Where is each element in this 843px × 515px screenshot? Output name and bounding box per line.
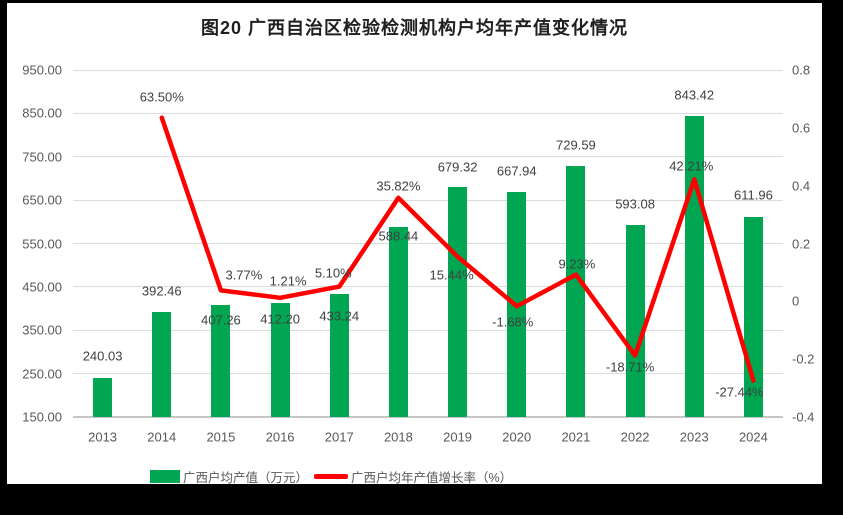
growth-rate-label: 63.50% — [139, 89, 184, 105]
growth-rate-label: 15.44% — [429, 267, 474, 283]
y-tick-label-left: 950.00 — [22, 62, 62, 78]
gridline — [73, 69, 783, 71]
growth-rate-label: -27.44% — [715, 384, 764, 400]
x-tick-label: 2019 — [443, 429, 473, 445]
growth-rate-label: 9.23% — [558, 256, 596, 272]
legend-bar-swatch-icon — [150, 469, 180, 483]
y-tick-label-right: -0.2 — [792, 351, 815, 367]
legend-label: 广西户均产值（万元） — [183, 470, 309, 485]
page-edge-bottom — [0, 484, 843, 515]
y-tick-label-left: 550.00 — [22, 236, 62, 251]
x-tick-label: 2024 — [738, 429, 768, 445]
legend-line-swatch-icon — [314, 473, 349, 479]
y-tick-label-left: 850.00 — [22, 105, 62, 121]
y-tick-label-right: 0.8 — [792, 62, 811, 78]
bar-2016 — [270, 303, 290, 417]
y-tick-label-left: 250.00 — [22, 366, 62, 382]
bar-2013 — [93, 377, 113, 417]
x-tick-label: 2022 — [620, 429, 650, 445]
growth-rate-label: -18.71% — [605, 359, 655, 375]
bar-value-label: 843.42 — [674, 87, 715, 103]
bar-value-label: 611.96 — [734, 187, 773, 203]
gridline — [73, 329, 783, 331]
page-edge-left — [0, 0, 7, 515]
y-tick-label-left: 450.00 — [22, 279, 62, 295]
y-tick-label-right: 0.4 — [792, 178, 811, 194]
bar-2017 — [329, 294, 349, 417]
gridline — [73, 243, 783, 244]
legend-item-bars: 广西户均产值（万元） — [150, 467, 308, 486]
bar-2014 — [152, 311, 172, 417]
bar-value-label: 240.03 — [82, 348, 123, 364]
bar-value-label: 679.32 — [437, 159, 478, 175]
bar-value-label: 667.94 — [496, 163, 537, 179]
x-tick-label: 2013 — [88, 429, 118, 445]
bar-value-label: 412.20 — [260, 311, 300, 327]
growth-rate-label: 35.82% — [376, 178, 421, 194]
growth-rate-polyline — [159, 115, 756, 383]
growth-rate-label: 42.21% — [669, 158, 714, 174]
bar-value-label: 588.44 — [378, 228, 419, 244]
x-tick-label: 2021 — [561, 429, 591, 445]
y-tick-label-right: 0.6 — [792, 120, 811, 136]
x-tick-label: 2015 — [206, 429, 236, 445]
y-tick-label-left: 350.00 — [22, 322, 62, 338]
bar-value-label: 593.08 — [615, 196, 655, 212]
gridline — [73, 112, 783, 114]
page-edge-right — [822, 0, 843, 515]
x-tick-label: 2017 — [324, 429, 354, 445]
bar-2019 — [448, 187, 468, 417]
growth-rate-label: 1.21% — [269, 273, 307, 289]
y-tick-label-left: 750.00 — [22, 149, 62, 165]
y-tick-label-left: 150.00 — [22, 409, 62, 425]
bar-2015 — [211, 305, 231, 417]
x-tick-label: 2020 — [502, 429, 532, 445]
x-tick-label: 2016 — [265, 429, 295, 445]
chart-title: 图20 广西自治区检验检测机构户均年产值变化情况 — [200, 18, 629, 38]
growth-rate-label: 3.77% — [225, 267, 263, 283]
legend-label: 广西户均年产值增长率（%） — [351, 470, 513, 485]
bar-value-label: 729.59 — [556, 137, 596, 153]
gridline — [73, 373, 783, 375]
bar-2021 — [566, 165, 586, 417]
gridline — [73, 286, 783, 288]
legend: 广西户均产值（万元） 广西户均年产值增长率（%） — [150, 467, 512, 486]
bar-value-label: 433.24 — [319, 308, 360, 324]
x-axis-line — [73, 416, 783, 418]
gridline — [73, 156, 783, 158]
page-edge-top — [0, 0, 843, 3]
gridline — [73, 199, 783, 201]
bar-value-label: 407.26 — [201, 312, 241, 328]
bar-value-label: 392.46 — [141, 283, 182, 299]
bar-2022 — [625, 224, 645, 417]
x-tick-label: 2018 — [383, 429, 413, 445]
x-tick-label: 2014 — [147, 429, 177, 445]
growth-rate-label: -1.68% — [492, 314, 534, 330]
x-tick-label: 2023 — [679, 429, 709, 445]
bar-2018 — [388, 226, 408, 417]
growth-rate-label: 5.10% — [314, 265, 352, 281]
legend-item-line: 广西户均年产值增长率（%） — [314, 467, 512, 486]
y-tick-label-right: 0.2 — [792, 236, 811, 251]
y-tick-label-right: 0 — [792, 293, 800, 309]
y-tick-label-right: -0.4 — [792, 409, 815, 425]
y-tick-label-left: 650.00 — [22, 192, 62, 208]
